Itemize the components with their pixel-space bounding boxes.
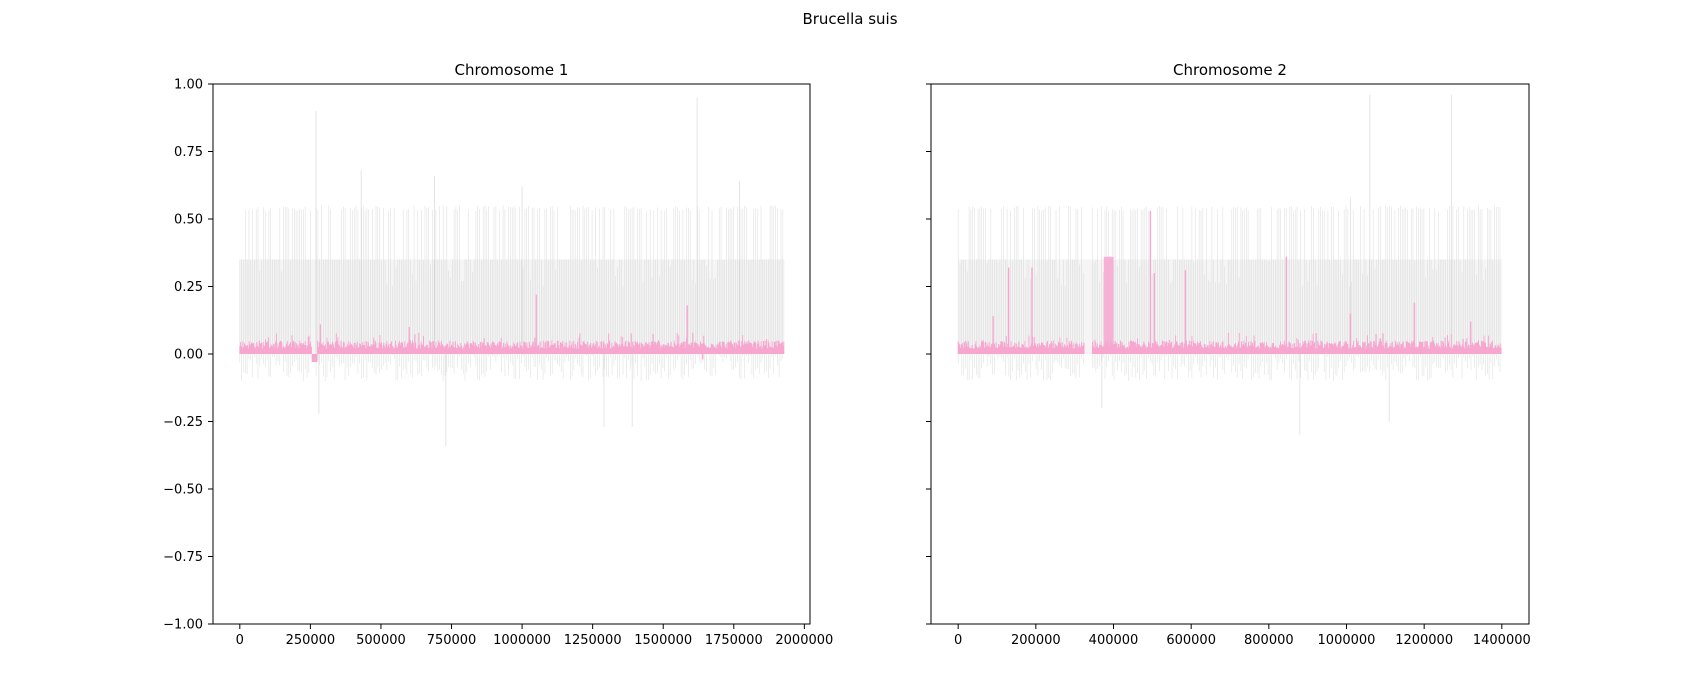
signal-series-trace <box>957 332 1502 354</box>
y-tick-label: −0.75 <box>163 550 203 565</box>
chromosome-1-panel: 0 250000 500000 750000 1000000 1250000 1500000… <box>163 61 833 648</box>
x-tick-label: 1250000 <box>564 633 622 648</box>
signal-block <box>1103 256 1114 354</box>
x-tick-label: 2000000 <box>775 633 833 648</box>
chromosome-2-panel: 0 200000 400000 600000 800000 1000000 1200000 1… <box>926 61 1531 648</box>
y-tick-label: 1.00 <box>174 78 203 93</box>
background-series-band <box>957 205 1501 381</box>
x-tick-label: 1500000 <box>634 633 692 648</box>
signal-series-trace <box>239 332 785 363</box>
x-tick-label: 0 <box>954 633 962 648</box>
x-tick-label: 1200000 <box>1395 633 1453 648</box>
x-tick-label: 0 <box>236 633 244 648</box>
background-series <box>957 94 1502 435</box>
x-tick-label: 1750000 <box>705 633 763 648</box>
x-tick-label: 800000 <box>1244 633 1294 648</box>
x-tick-label: 1400000 <box>1473 633 1531 648</box>
x-tick-label: 750000 <box>427 633 477 648</box>
background-series-band <box>239 205 784 381</box>
x-tick-label: 600000 <box>1166 633 1216 648</box>
y-tick-label: −1.00 <box>163 618 203 633</box>
x-tick-label: 250000 <box>286 633 336 648</box>
y-tick-label: 0.00 <box>174 348 203 363</box>
background-series-fill <box>958 259 1502 354</box>
background-series <box>239 97 785 446</box>
y-tick-label: 0.50 <box>174 213 203 228</box>
signal-series <box>239 294 785 363</box>
x-tick-label: 400000 <box>1089 633 1139 648</box>
background-series-fill <box>239 259 785 354</box>
signal-series <box>957 210 1502 354</box>
y-tick-label: −0.50 <box>163 483 203 498</box>
x-tick-label: 500000 <box>356 633 406 648</box>
x-tick-label: 1000000 <box>493 633 551 648</box>
x-tick-label: 200000 <box>1011 633 1061 648</box>
y-tick-label: 0.75 <box>174 145 203 160</box>
subplot-title: Chromosome 1 <box>455 61 569 79</box>
subplot-title: Chromosome 2 <box>1173 61 1287 79</box>
y-tick-label: 0.25 <box>174 280 203 295</box>
figure-title: Brucella suis <box>802 10 898 28</box>
y-tick-label: −0.25 <box>163 415 203 430</box>
x-tick-label: 1000000 <box>1318 633 1376 648</box>
